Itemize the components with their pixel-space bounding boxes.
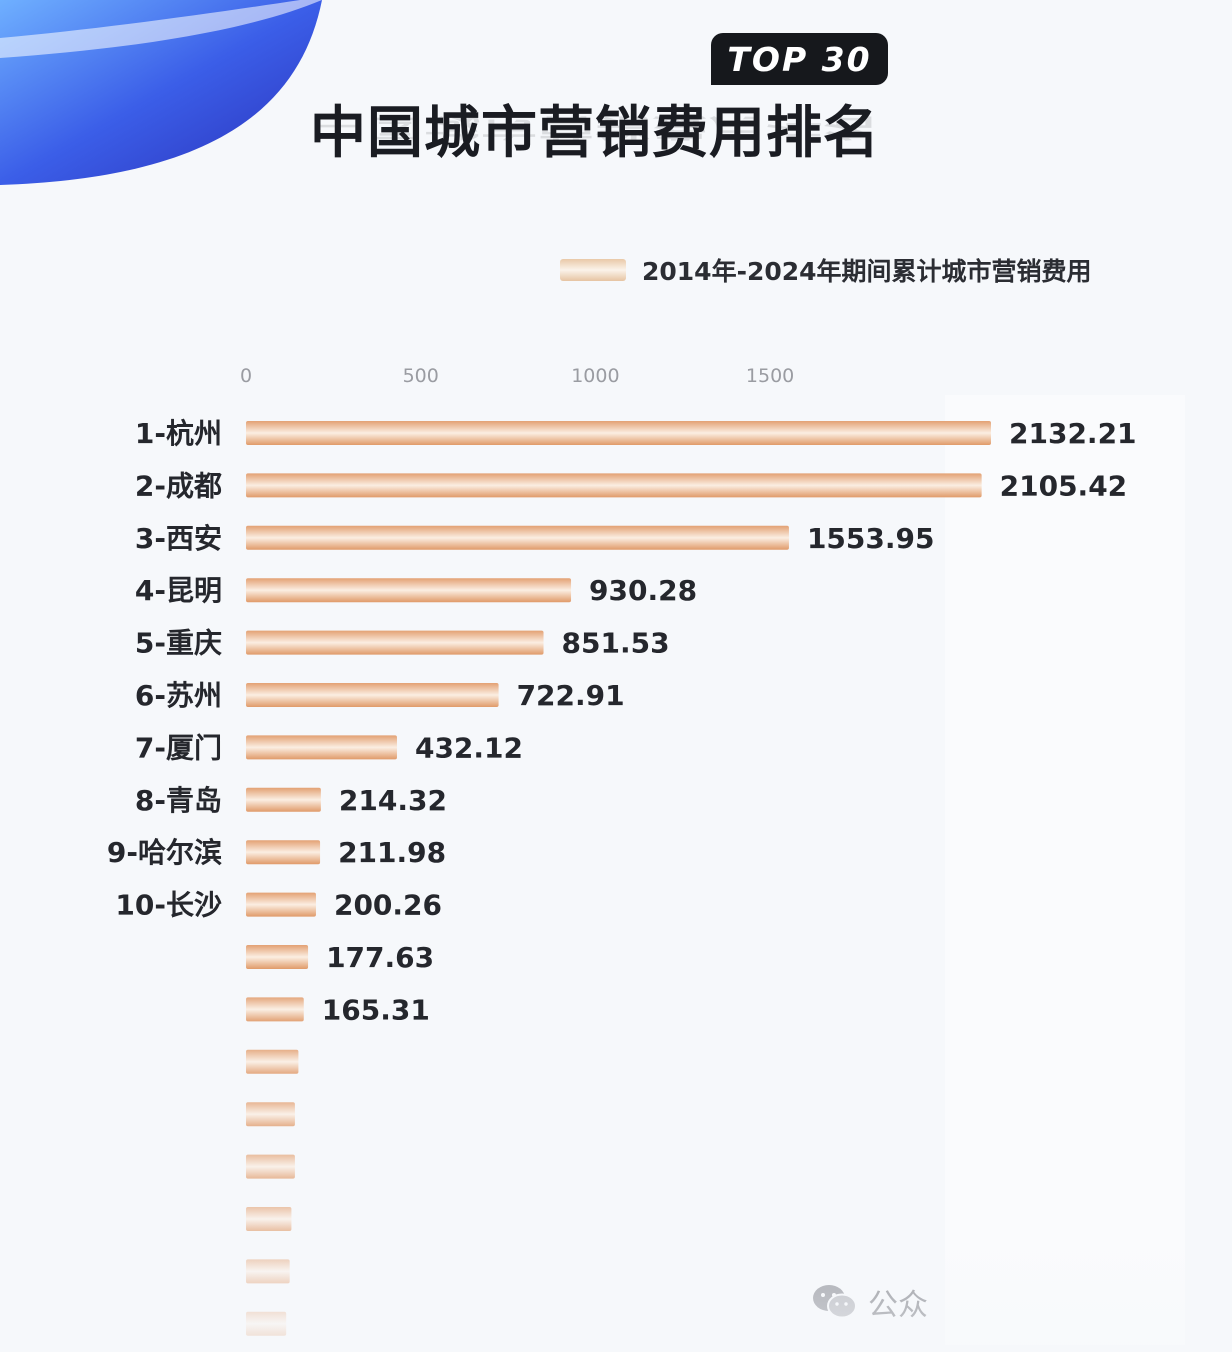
bar (246, 1259, 290, 1284)
category-label: 3-西安 (135, 522, 222, 555)
category-label: 2-成都 (135, 469, 222, 502)
x-tick-label: 0 (240, 365, 252, 387)
wechat-icon (813, 1285, 857, 1319)
category-label: 10-长沙 (115, 889, 222, 922)
category-label: 7-厦门 (135, 731, 222, 764)
axis-ticks: 0 500 1000 1500 (240, 365, 794, 387)
bar (246, 1049, 299, 1074)
bar (246, 473, 982, 498)
chart-title: 中国城市营销费用排名 (310, 101, 880, 166)
plot-background (945, 395, 1185, 1345)
value-label: 722.91 (517, 679, 625, 712)
value-label: 851.53 (562, 627, 670, 660)
bar (246, 787, 321, 812)
bars (246, 421, 991, 1336)
bar (246, 1207, 292, 1231)
value-label: 2132.21 (1009, 417, 1137, 450)
bar (246, 578, 572, 603)
category-label: 9-哈尔滨 (107, 836, 222, 869)
bar (246, 892, 316, 917)
value-label: 2105.42 (1000, 469, 1128, 502)
value-label: 1553.95 (807, 522, 935, 555)
value-label: 200.26 (334, 889, 442, 922)
value-label: 177.63 (326, 941, 434, 974)
category-labels: 1-杭州 2-成都 3-西安 4-昆明 5-重庆 6-苏州 7-厦门 8-青岛 9-哈尔滨 10-… (107, 417, 222, 922)
bar (246, 945, 309, 969)
category-label: 8-青岛 (135, 784, 222, 817)
value-label: 165.31 (322, 993, 430, 1026)
category-label: 5-重庆 (135, 627, 222, 660)
category-label: 6-苏州 (135, 679, 222, 712)
watermark-text: 公众 (868, 1288, 928, 1323)
legend-label: 2014年-2024年期间累计城市营销费用 (642, 257, 1092, 286)
legend-swatch (560, 259, 626, 281)
value-label: 211.98 (338, 836, 446, 869)
x-tick-label: 1500 (746, 365, 794, 387)
bar (246, 683, 499, 707)
top30-badge: TOP 30 (711, 33, 888, 85)
bar (246, 735, 397, 760)
value-label: 432.12 (415, 731, 523, 764)
value-labels: 2132.21 2105.42 1553.95 930.28 851.53 722.91 4… (322, 417, 1137, 1026)
bar (246, 997, 304, 1022)
bar (246, 840, 321, 865)
bar (246, 1311, 287, 1336)
bar (246, 630, 544, 655)
bar (246, 525, 789, 550)
value-label: 930.28 (589, 574, 697, 607)
x-tick-label: 1000 (571, 365, 619, 387)
bar (246, 1102, 295, 1127)
corner-decoration (0, 0, 322, 185)
category-label: 4-昆明 (135, 574, 222, 607)
value-label: 214.32 (339, 784, 447, 817)
category-label: 1-杭州 (135, 417, 222, 450)
bar (246, 421, 991, 445)
legend: 2014年-2024年期间累计城市营销费用 (560, 252, 1092, 288)
x-tick-label: 500 (403, 365, 439, 387)
watermark: 公众 (812, 1280, 928, 1324)
bar (246, 1154, 295, 1179)
